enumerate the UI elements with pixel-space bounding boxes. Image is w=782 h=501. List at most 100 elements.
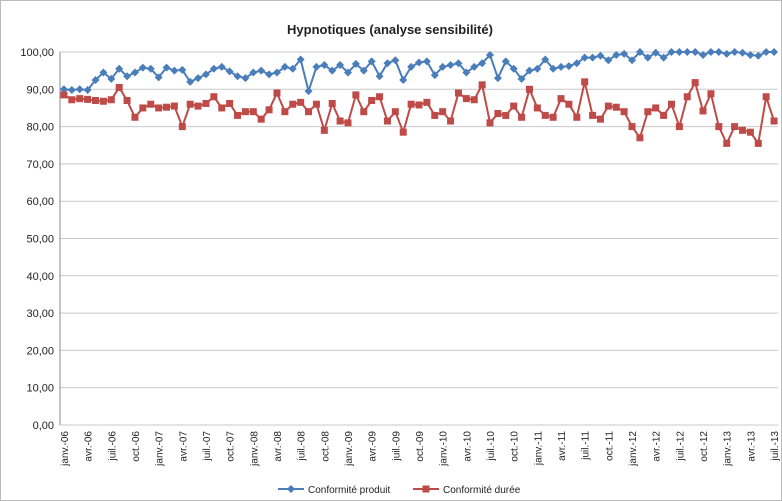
- data-point: [60, 91, 68, 99]
- data-point: [367, 57, 376, 66]
- data-point: [738, 48, 747, 57]
- data-point: [770, 48, 779, 56]
- data-point: [462, 95, 470, 103]
- legend-label: Conformité produit: [308, 485, 390, 496]
- y-tick-label: 10,00: [26, 383, 54, 395]
- data-point: [91, 75, 100, 84]
- data-point: [194, 102, 202, 110]
- data-point: [541, 111, 549, 119]
- x-tick-label: juil.-10: [486, 431, 497, 462]
- data-point: [422, 57, 431, 66]
- data-point: [478, 59, 487, 68]
- data-point: [131, 113, 139, 121]
- x-tick-label: avr.-07: [178, 431, 189, 462]
- data-point: [320, 61, 329, 70]
- data-point: [589, 111, 597, 119]
- x-tick-label: janv.-12: [628, 431, 639, 467]
- data-point: [281, 108, 289, 116]
- data-point: [447, 117, 455, 125]
- data-point: [288, 64, 297, 73]
- data-point: [154, 73, 163, 82]
- data-point: [76, 95, 84, 103]
- data-point: [644, 108, 652, 116]
- data-point: [454, 59, 463, 68]
- data-point: [273, 89, 281, 97]
- data-point: [738, 126, 746, 134]
- x-tick-label: janv.-11: [533, 431, 544, 467]
- data-point: [699, 50, 708, 59]
- data-point: [533, 104, 541, 112]
- legend-label: Conformité durée: [443, 485, 521, 496]
- data-point: [493, 74, 502, 83]
- data-point: [147, 100, 155, 108]
- data-point: [336, 117, 344, 125]
- x-tick-label: oct.-07: [226, 431, 237, 462]
- data-point: [115, 83, 123, 91]
- x-tick-label: oct.-09: [415, 431, 426, 462]
- data-point: [249, 108, 257, 116]
- data-point: [501, 57, 510, 66]
- data-point: [557, 95, 565, 103]
- y-tick-label: 90,00: [26, 84, 54, 96]
- data-point: [580, 53, 589, 62]
- x-tick-label: avr.-12: [652, 431, 663, 462]
- data-point: [83, 86, 92, 95]
- data-point: [431, 111, 439, 119]
- data-point: [651, 48, 660, 57]
- data-point: [272, 68, 281, 77]
- data-point: [289, 100, 297, 108]
- data-point: [525, 85, 533, 93]
- data-point: [99, 97, 107, 105]
- data-point: [415, 58, 423, 67]
- data-point: [304, 87, 313, 96]
- data-point: [683, 48, 692, 56]
- data-point: [573, 113, 581, 121]
- y-tick-label: 30,00: [26, 308, 54, 320]
- data-point: [683, 93, 691, 101]
- y-tick-label: 40,00: [26, 271, 54, 283]
- data-point: [470, 62, 479, 71]
- x-tick-label: juil.-07: [202, 431, 213, 462]
- data-point: [225, 67, 234, 76]
- data-point: [730, 48, 739, 56]
- data-point: [407, 62, 416, 71]
- data-point: [162, 63, 171, 72]
- y-tick-label: 50,00: [26, 234, 54, 246]
- x-tick-label: juil.-13: [770, 431, 781, 462]
- data-point: [604, 56, 613, 65]
- data-point: [146, 64, 155, 73]
- data-point: [636, 134, 644, 142]
- data-point: [407, 100, 415, 108]
- x-tick-label: oct.-08: [320, 431, 331, 462]
- data-point: [549, 113, 557, 121]
- x-tick-label: janv.-10: [439, 431, 450, 467]
- data-point: [352, 91, 360, 99]
- data-point: [241, 108, 249, 116]
- y-tick-label: 20,00: [26, 345, 54, 357]
- x-tick-label: juil.-08: [297, 431, 308, 462]
- data-point: [115, 64, 124, 73]
- data-point: [746, 50, 755, 59]
- data-point: [635, 48, 644, 56]
- x-tick-label: oct.-11: [604, 431, 615, 461]
- data-point: [628, 56, 637, 65]
- data-point: [257, 66, 266, 75]
- data-point: [217, 62, 226, 71]
- data-point: [770, 117, 778, 125]
- x-tick-label: janv.-07: [155, 431, 166, 467]
- data-point: [343, 68, 352, 77]
- data-point: [723, 139, 731, 147]
- legend-marker: [422, 485, 430, 493]
- x-tick-label: juil.-09: [391, 431, 402, 462]
- data-point: [107, 74, 116, 83]
- data-point: [84, 95, 92, 103]
- data-point: [643, 53, 652, 62]
- data-point: [667, 48, 676, 56]
- data-point: [59, 85, 68, 94]
- data-point: [691, 48, 700, 56]
- data-point: [612, 50, 621, 59]
- data-point: [218, 104, 226, 112]
- data-point: [368, 96, 376, 104]
- data-point: [675, 123, 683, 131]
